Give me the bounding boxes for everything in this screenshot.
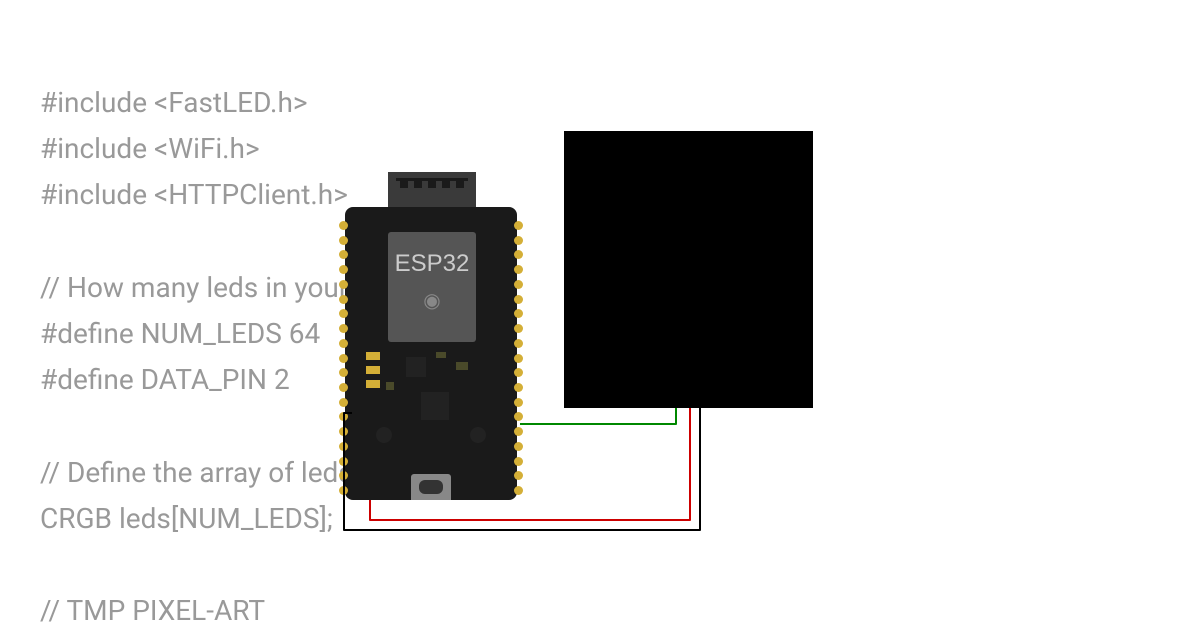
smd-components: [366, 352, 496, 462]
code-line: CRGB leds[NUM_LEDS];: [40, 502, 333, 535]
esp32-board: ESP32 ◉: [336, 207, 526, 500]
code-line: #include <FastLED.h>: [40, 86, 308, 119]
code-line: #define DATA_PIN 2: [40, 363, 290, 396]
led-panel: [564, 131, 813, 408]
code-line: #include <HTTPClient.h>: [40, 178, 348, 211]
espressif-logo-icon: ◉: [388, 288, 476, 312]
esp32-chip: ESP32 ◉: [388, 232, 476, 342]
antenna: [388, 172, 476, 207]
code-line: #define NUM_LEDS 64: [40, 317, 320, 350]
code-line: // Define the array of leds: [40, 456, 353, 489]
code-line: // TMP PIXEL-ART: [40, 594, 265, 627]
chip-label: ESP32: [388, 250, 476, 278]
code-line: #include <WiFi.h>: [40, 132, 260, 165]
usb-port: [411, 474, 451, 500]
